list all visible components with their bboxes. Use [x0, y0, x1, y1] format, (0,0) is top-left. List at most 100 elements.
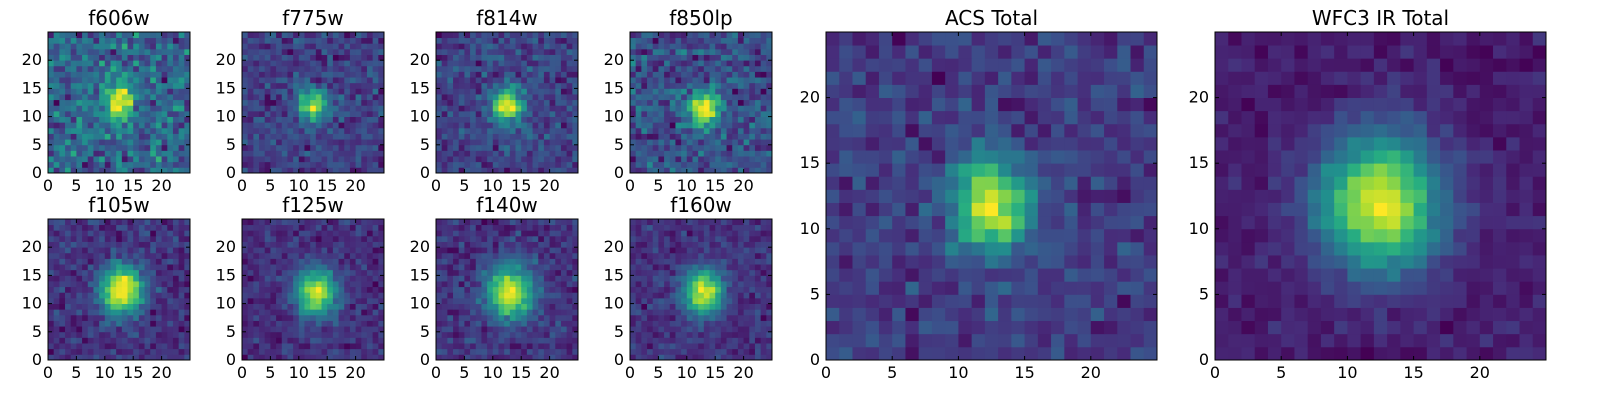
heatmap-cell: [549, 32, 556, 39]
heatmap-cell: [504, 252, 511, 259]
heatmap-cell: [481, 82, 488, 89]
heatmap-cell: [378, 127, 385, 134]
heatmap-cell: [65, 43, 72, 50]
heatmap-cell: [641, 303, 648, 310]
heatmap-cell: [332, 37, 339, 44]
heatmap-cell: [560, 43, 568, 50]
heatmap-cell: [720, 32, 727, 39]
heatmap-cell: [116, 252, 123, 259]
heatmap-cell: [715, 88, 722, 95]
heatmap-cell: [332, 348, 339, 355]
heatmap-cell: [293, 82, 300, 89]
heatmap-cell: [464, 82, 471, 89]
heatmap-cell: [498, 144, 505, 151]
heatmap-cell: [327, 331, 334, 338]
heatmap-cell: [441, 37, 448, 44]
heatmap-cell: [298, 144, 305, 151]
heatmap-cell: [127, 264, 134, 271]
heatmap-cell: [560, 235, 568, 242]
heatmap-cell: [487, 241, 494, 248]
heatmap-cell: [743, 354, 750, 361]
heatmap-cell: [287, 230, 294, 237]
heatmap-cell: [121, 309, 128, 316]
heatmap-cell: [53, 144, 60, 151]
heatmap-cell: [184, 275, 191, 282]
heatmap-cell: [48, 88, 55, 95]
y-tick-label: 20: [216, 237, 236, 256]
heatmap-cell: [161, 331, 168, 338]
heatmap-cell: [178, 71, 185, 78]
heatmap-cell: [59, 297, 66, 304]
heatmap-cell: [127, 122, 134, 129]
heatmap-cell: [264, 156, 271, 163]
heatmap-cell: [366, 71, 374, 78]
heatmap-cell: [504, 77, 511, 84]
heatmap-cell: [498, 65, 505, 72]
heatmap-cell: [692, 60, 699, 67]
heatmap-cell: [298, 139, 305, 146]
heatmap-cell: [366, 110, 374, 117]
heatmap-cell: [732, 343, 739, 350]
heatmap-cell: [453, 235, 460, 242]
heatmap-cell: [82, 116, 89, 123]
heatmap-cell: [453, 127, 460, 134]
heatmap-cell: [464, 71, 471, 78]
heatmap-cell: [355, 167, 362, 174]
heatmap-cell: [686, 286, 693, 293]
heatmap-cell: [327, 297, 334, 304]
heatmap-cell: [366, 77, 374, 84]
heatmap-cell: [82, 354, 89, 361]
heatmap-cell: [749, 337, 756, 344]
heatmap-cell: [749, 292, 756, 299]
heatmap-cell: [93, 343, 100, 350]
x-tick-label: 5: [265, 363, 275, 382]
heatmap-cell: [133, 320, 140, 327]
heatmap-cell: [509, 331, 516, 338]
heatmap-cell: [349, 60, 356, 67]
panel-title: f814w: [476, 6, 538, 30]
heatmap-cell: [138, 60, 145, 67]
heatmap-cell: [344, 122, 351, 129]
heatmap-cell: [104, 252, 111, 259]
heatmap-cell: [526, 127, 533, 134]
heatmap-cell: [82, 348, 89, 355]
heatmap-cell: [441, 275, 448, 282]
heatmap-cell: [321, 337, 328, 344]
heatmap-cell: [138, 32, 145, 39]
heatmap-cell: [184, 292, 191, 299]
heatmap-cell: [760, 82, 767, 89]
heatmap-cell: [82, 337, 89, 344]
heatmap-cell: [327, 127, 334, 134]
heatmap-cell: [732, 37, 739, 44]
heatmap-cell: [658, 167, 665, 174]
heatmap-cell: [155, 281, 162, 288]
heatmap-cell: [253, 127, 260, 134]
heatmap-cell: [270, 110, 277, 117]
heatmap-cell: [264, 252, 271, 259]
heatmap-cell: [287, 331, 294, 338]
heatmap-cell: [172, 354, 180, 361]
heatmap-cell: [453, 354, 460, 361]
heatmap-cell: [521, 224, 528, 231]
heatmap-cell: [555, 105, 562, 112]
heatmap-cell: [87, 269, 94, 276]
heatmap-cell: [441, 219, 448, 226]
heatmap-cell: [264, 292, 271, 299]
heatmap-cell: [87, 71, 94, 78]
heatmap-cell: [681, 127, 688, 134]
heatmap-cell: [715, 354, 722, 361]
heatmap-cell: [458, 297, 465, 304]
heatmap-cell: [321, 219, 328, 226]
heatmap-cell: [332, 105, 339, 112]
heatmap-cell: [150, 320, 157, 327]
heatmap-cell: [321, 348, 328, 355]
heatmap-cell: [70, 343, 77, 350]
heatmap-cell: [276, 258, 283, 265]
heatmap-cell: [698, 343, 705, 350]
heatmap-cell: [726, 275, 733, 282]
heatmap-cell: [344, 348, 351, 355]
heatmap-cell: [743, 309, 750, 316]
heatmap-cell: [470, 116, 477, 123]
heatmap-cell: [48, 247, 55, 254]
heatmap-cell: [715, 320, 722, 327]
